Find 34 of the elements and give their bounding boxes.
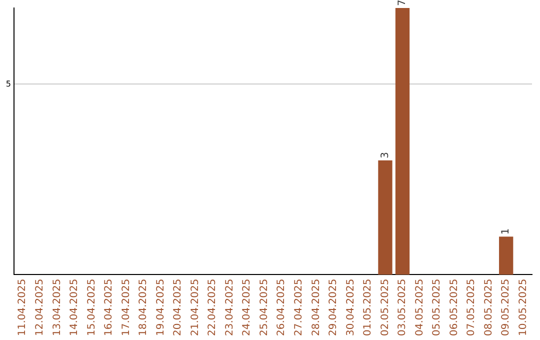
x-tick-label: 14.04.2025 <box>69 278 80 336</box>
x-tick-label: 22.04.2025 <box>207 278 218 336</box>
y-tick-label: 5 <box>6 79 11 88</box>
x-tick-label: 09.05.2025 <box>500 278 512 336</box>
x-tick-label: 19.04.2025 <box>155 278 166 336</box>
data-label: 3 <box>380 152 391 158</box>
x-tick-label: 29.04.2025 <box>328 278 340 336</box>
x-tick-label: 03.05.2025 <box>397 278 408 336</box>
x-tick-label: 17.04.2025 <box>120 278 132 336</box>
x-tick-label: 28.04.2025 <box>310 278 322 336</box>
x-tick-label: 06.05.2025 <box>448 278 460 336</box>
x-tick-label: 26.04.2025 <box>276 278 288 336</box>
data-label: 7 <box>397 0 408 6</box>
x-tick-label: 11.04.2025 <box>17 278 28 336</box>
x-tick-label: 30.04.2025 <box>345 278 356 336</box>
data-label: 1 <box>500 228 512 235</box>
x-tick-label: 27.04.2025 <box>293 278 304 336</box>
x-tick-label: 05.05.2025 <box>432 278 443 336</box>
x-tick-label: 12.04.2025 <box>34 278 46 336</box>
x-tick-label: 01.05.2025 <box>362 278 374 336</box>
x-tick-label: 04.05.2025 <box>414 278 426 336</box>
x-tick-label: 10.05.2025 <box>518 278 529 336</box>
x-tick-label: 02.05.2025 <box>380 278 391 336</box>
x-tick-label: 25.04.2025 <box>258 278 270 336</box>
x-tick-label: 13.04.2025 <box>52 278 63 336</box>
x-tick-label: 08.05.2025 <box>483 278 494 336</box>
x-tick-label: 07.05.2025 <box>466 278 478 336</box>
x-tick-label: 16.04.2025 <box>104 278 115 336</box>
x-tick-label: 23.04.2025 <box>224 278 236 336</box>
x-tick-label: 15.04.2025 <box>86 278 98 336</box>
x-tick-label: 18.04.2025 <box>138 278 150 336</box>
x-tick-label: 20.04.2025 <box>172 278 184 336</box>
x-tick-label: 24.04.2025 <box>242 278 253 336</box>
x-tick-label: 21.04.2025 <box>190 278 201 336</box>
